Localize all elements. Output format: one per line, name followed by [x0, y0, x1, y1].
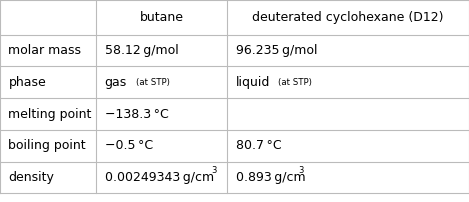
Text: density: density: [8, 171, 54, 184]
Text: molar mass: molar mass: [8, 44, 82, 57]
Text: deuterated cyclohexane (D12): deuterated cyclohexane (D12): [252, 11, 444, 24]
Text: boiling point: boiling point: [8, 139, 86, 152]
Text: 0.00249343 g/cm: 0.00249343 g/cm: [105, 171, 214, 184]
Text: 58.12 g/mol: 58.12 g/mol: [105, 44, 178, 57]
Text: liquid: liquid: [236, 76, 270, 89]
Text: 0.893 g/cm: 0.893 g/cm: [236, 171, 305, 184]
Text: −0.5 °C: −0.5 °C: [105, 139, 153, 152]
Text: (at STP): (at STP): [278, 78, 312, 87]
Text: −138.3 °C: −138.3 °C: [105, 107, 168, 121]
Text: butane: butane: [140, 11, 184, 24]
Text: melting point: melting point: [8, 107, 92, 121]
Text: gas: gas: [105, 76, 127, 89]
Text: 96.235 g/mol: 96.235 g/mol: [236, 44, 318, 57]
Text: 80.7 °C: 80.7 °C: [236, 139, 281, 152]
Text: 3: 3: [298, 166, 303, 175]
Text: (at STP): (at STP): [136, 78, 170, 87]
Text: 3: 3: [212, 166, 217, 175]
Text: phase: phase: [8, 76, 46, 89]
